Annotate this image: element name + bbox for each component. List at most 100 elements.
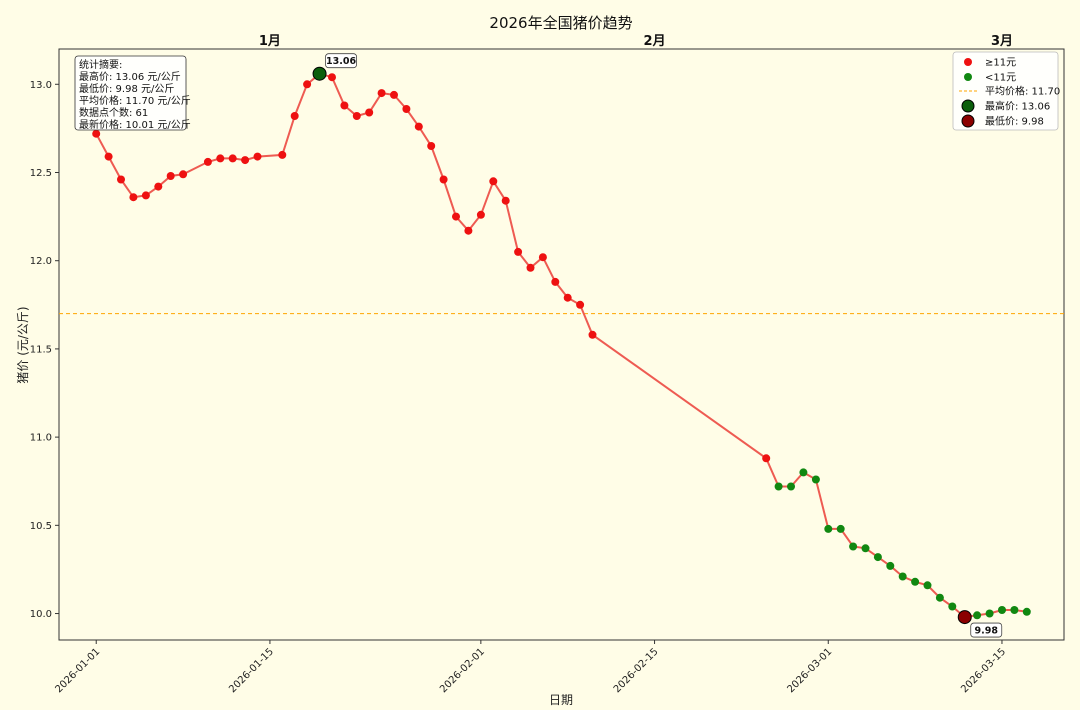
y-tick-label: 13.0 xyxy=(30,80,52,91)
data-point-high xyxy=(514,247,523,256)
legend-label-max: 最高价: 13.06 xyxy=(985,100,1050,113)
data-point-high xyxy=(141,191,150,200)
stats-line-latest: 最新价格: 10.01 元/公斤 xyxy=(79,118,191,131)
data-point-high xyxy=(92,129,101,138)
data-point-high xyxy=(104,152,113,161)
y-tick-label: 11.5 xyxy=(30,344,52,355)
stats-line-count: 数据点个数: 61 xyxy=(79,106,148,119)
data-point-high xyxy=(216,154,225,163)
x-tick-label: 2026-01-15 xyxy=(227,646,276,695)
data-point-low xyxy=(861,544,870,553)
data-point-high xyxy=(253,152,262,161)
data-point-low xyxy=(911,577,920,586)
stats-line-avg: 平均价格: 11.70 元/公斤 xyxy=(79,94,191,107)
data-point-high xyxy=(390,90,398,99)
data-point-high xyxy=(352,112,361,120)
data-point-high xyxy=(501,196,510,205)
data-point-low xyxy=(985,609,994,618)
legend-marker-min xyxy=(961,114,975,128)
month-label: 3月 xyxy=(991,34,1013,49)
data-point-high xyxy=(340,101,349,110)
data-point-high xyxy=(489,177,498,186)
data-point-high xyxy=(526,263,535,272)
data-point-high xyxy=(762,454,771,463)
data-point-high xyxy=(377,89,386,98)
data-point-low xyxy=(948,602,957,611)
data-point-low xyxy=(799,468,808,477)
plot-area xyxy=(58,48,1065,641)
data-point-high xyxy=(290,112,299,120)
data-point-low xyxy=(811,475,820,484)
stats-box-frame xyxy=(74,55,187,131)
min-price-label-box xyxy=(970,622,1003,638)
data-point-low xyxy=(923,581,932,590)
data-point-low xyxy=(836,524,845,533)
data-point-low xyxy=(873,553,882,562)
data-point-high xyxy=(228,154,237,163)
legend: ≥11元 <11元 平均价格: 11.70 最高价: 13.06 最低价: 9.… xyxy=(952,51,1060,131)
data-point-high xyxy=(365,108,374,117)
data-point-low xyxy=(774,482,783,491)
data-point-high xyxy=(402,105,411,113)
data-point-high xyxy=(588,330,597,339)
data-point-low xyxy=(898,572,907,581)
legend-label-high: ≥11元 xyxy=(985,58,1016,69)
data-point-high xyxy=(427,142,436,150)
x-tick-label: 2026-03-15 xyxy=(959,646,1008,695)
data-point-high xyxy=(576,300,585,309)
y-tick-label: 12.5 xyxy=(30,168,52,179)
data-point-high xyxy=(538,253,547,262)
x-tick-label: 2026-02-15 xyxy=(612,646,661,695)
chart-title: 2026年全国猪价趋势 xyxy=(489,14,632,32)
month-label: 2月 xyxy=(644,34,666,49)
stats-line-min: 最低价: 9.98 元/公斤 xyxy=(79,82,174,95)
data-point-low xyxy=(973,611,982,620)
data-point-high xyxy=(117,175,125,184)
y-tick-label: 11.0 xyxy=(30,433,52,444)
data-point-low xyxy=(1022,607,1031,616)
data-point-high xyxy=(563,293,572,302)
data-point-high xyxy=(278,150,287,159)
data-point-high xyxy=(241,156,250,165)
data-point-low xyxy=(886,561,895,570)
max-price-label-box xyxy=(325,53,357,69)
y-tick-label: 10.5 xyxy=(30,521,52,532)
data-point-low xyxy=(935,593,944,602)
data-point-low xyxy=(787,482,795,491)
x-axis-ticks: 2026-01-01 2026-01-15 2026-02-01 2026-02-15… xyxy=(53,640,1008,695)
stats-line-max: 最高价: 13.06 元/公斤 xyxy=(79,70,181,83)
legend-marker-low xyxy=(964,73,972,81)
y-axis-title: 猪价 (元/公斤) xyxy=(16,306,30,383)
legend-marker-max xyxy=(961,99,975,113)
data-point-high xyxy=(452,212,460,221)
legend-marker-high xyxy=(964,58,972,66)
legend-label-average: 平均价格: 11.70 xyxy=(985,85,1060,98)
max-price-marker xyxy=(312,66,327,81)
data-point-high xyxy=(439,175,448,184)
legend-label-low: <11元 xyxy=(985,73,1016,84)
x-tick-label: 2026-01-01 xyxy=(53,646,102,695)
data-point-high xyxy=(203,157,212,166)
stats-line-title: 统计摘要: xyxy=(79,58,122,71)
data-point-high xyxy=(551,277,560,286)
month-labels: 1月 2月 3月 xyxy=(259,34,1013,49)
x-tick-label: 2026-03-01 xyxy=(786,646,835,695)
min-price-marker xyxy=(957,610,972,625)
min-price-label: 9.98 xyxy=(975,626,999,637)
data-point-high xyxy=(476,210,485,219)
data-points-group xyxy=(92,69,1031,622)
data-point-low xyxy=(998,606,1006,614)
x-tick-label: 2026-02-01 xyxy=(438,646,487,695)
data-point-high xyxy=(154,182,163,191)
y-tick-label: 10.0 xyxy=(30,609,52,620)
y-axis-ticks: 10.0 10.5 11.0 11.5 12.0 12.5 13.0 xyxy=(30,80,59,620)
legend-label-min: 最低价: 9.98 xyxy=(985,115,1044,128)
stats-summary-box: 统计摘要: 最高价: 13.06 元/公斤 最低价: 9.98 元/公斤 平均价… xyxy=(74,55,191,131)
extreme-points-group: 13.06 9.98 xyxy=(312,53,1003,638)
data-point-high xyxy=(166,172,175,180)
y-tick-label: 12.0 xyxy=(30,256,52,267)
data-point-low xyxy=(849,542,858,551)
data-point-low xyxy=(1010,606,1019,614)
